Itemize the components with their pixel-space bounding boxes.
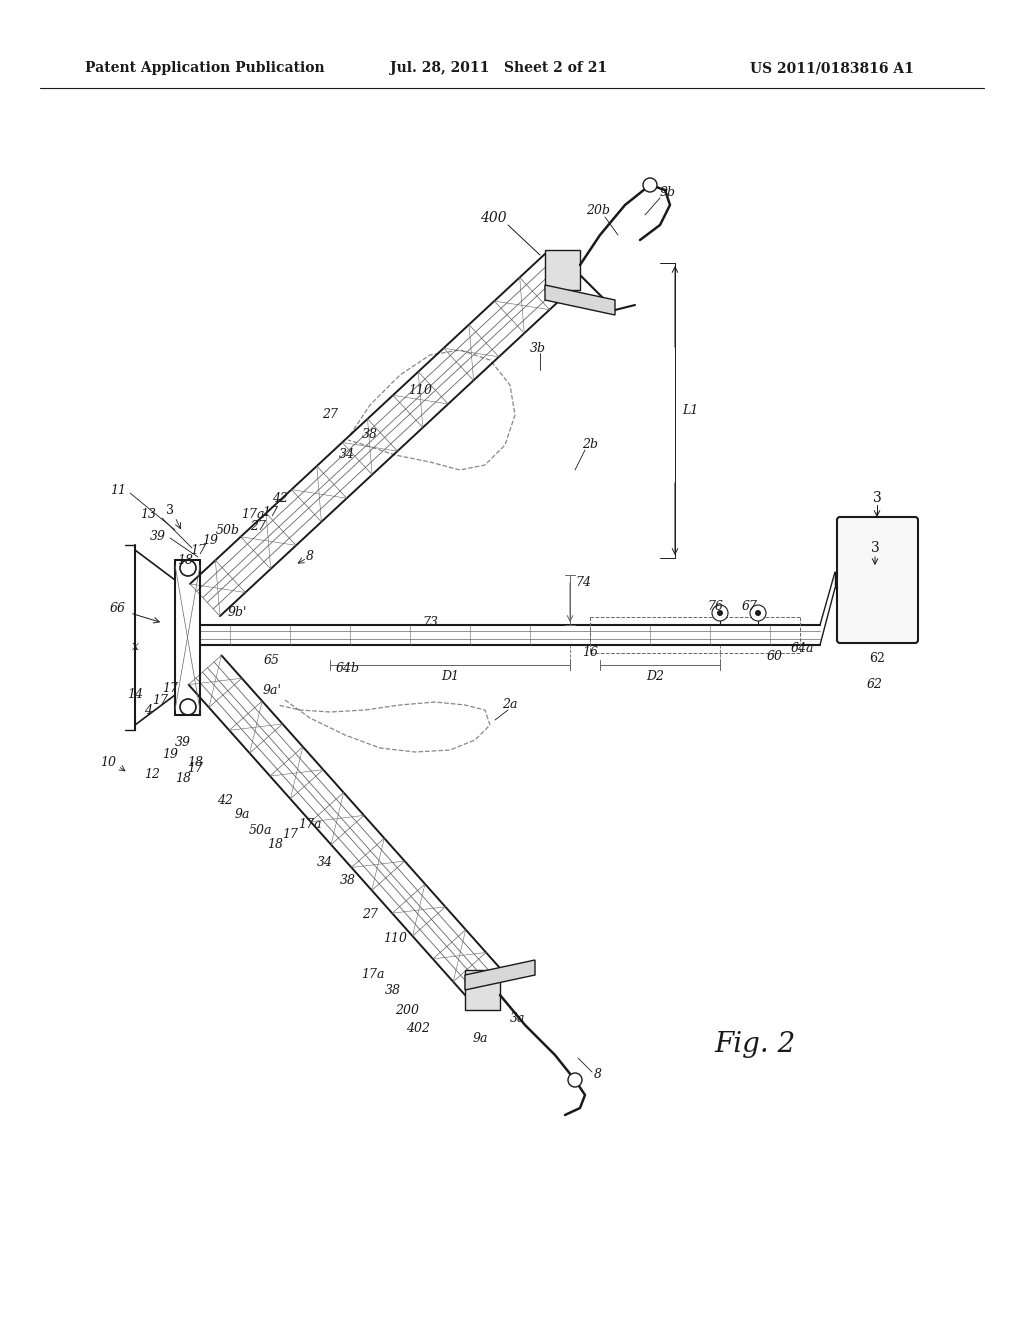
Text: 64a: 64a	[791, 642, 814, 655]
Text: 34: 34	[317, 855, 333, 869]
Text: 400: 400	[479, 211, 506, 224]
Text: Patent Application Publication: Patent Application Publication	[85, 61, 325, 75]
Text: D1: D1	[441, 671, 459, 684]
Text: 27: 27	[250, 520, 266, 533]
Text: 4: 4	[144, 704, 152, 717]
Text: 66: 66	[110, 602, 126, 615]
Text: 73: 73	[422, 616, 438, 630]
Text: Fig. 2: Fig. 2	[715, 1031, 796, 1059]
Text: 8: 8	[594, 1068, 602, 1081]
Text: 14: 14	[127, 689, 143, 701]
Text: 3a: 3a	[510, 1011, 525, 1024]
Text: 16: 16	[582, 645, 598, 659]
Circle shape	[568, 1073, 582, 1086]
Text: 200: 200	[395, 1003, 419, 1016]
Polygon shape	[465, 970, 500, 1010]
Text: 39: 39	[150, 531, 166, 544]
Text: 67: 67	[742, 601, 758, 614]
Text: 12: 12	[144, 768, 160, 781]
Text: 17: 17	[152, 693, 168, 706]
Text: 18: 18	[177, 553, 193, 566]
Text: 65: 65	[264, 653, 280, 667]
Text: L1: L1	[682, 404, 698, 417]
Text: 9a: 9a	[234, 808, 250, 821]
Text: 18: 18	[267, 838, 283, 851]
Text: 3: 3	[166, 503, 174, 516]
Text: 9b: 9b	[660, 186, 676, 199]
Text: 18: 18	[187, 755, 203, 768]
FancyBboxPatch shape	[837, 517, 918, 643]
Circle shape	[717, 610, 723, 616]
Text: 62: 62	[869, 652, 885, 664]
Text: 27: 27	[362, 908, 378, 921]
Text: 110: 110	[408, 384, 432, 396]
Text: 38: 38	[340, 874, 356, 887]
Text: 2a: 2a	[502, 698, 518, 711]
Text: 402: 402	[406, 1022, 430, 1035]
Text: 18: 18	[175, 771, 191, 784]
Text: x: x	[131, 640, 138, 653]
Text: 74: 74	[575, 577, 591, 590]
Circle shape	[712, 605, 728, 620]
Circle shape	[750, 605, 766, 620]
Circle shape	[180, 560, 196, 576]
Text: 13: 13	[140, 508, 156, 521]
Polygon shape	[545, 285, 615, 315]
Text: 76: 76	[707, 601, 723, 614]
Polygon shape	[465, 960, 535, 990]
Text: 20b: 20b	[586, 203, 610, 216]
Circle shape	[755, 610, 761, 616]
Text: US 2011/0183816 A1: US 2011/0183816 A1	[750, 61, 913, 75]
Polygon shape	[545, 249, 580, 290]
Circle shape	[180, 700, 196, 715]
Text: 3b: 3b	[530, 342, 546, 355]
Text: 34: 34	[339, 449, 355, 462]
Text: 3: 3	[870, 541, 880, 554]
Text: 10: 10	[100, 756, 116, 770]
Text: 17: 17	[190, 544, 206, 557]
Circle shape	[643, 178, 657, 191]
Text: 9b': 9b'	[227, 606, 247, 619]
Text: 110: 110	[383, 932, 407, 945]
Text: 27: 27	[322, 408, 338, 421]
Text: 42: 42	[217, 793, 233, 807]
Text: 2b: 2b	[582, 438, 598, 451]
Text: 3: 3	[872, 491, 882, 506]
Text: 62: 62	[867, 678, 883, 692]
Text: 19: 19	[202, 533, 218, 546]
Text: 17: 17	[282, 829, 298, 842]
Text: 9a: 9a	[472, 1031, 487, 1044]
Text: Jul. 28, 2011   Sheet 2 of 21: Jul. 28, 2011 Sheet 2 of 21	[390, 61, 607, 75]
Text: 17a: 17a	[242, 508, 265, 521]
Text: 17a: 17a	[298, 818, 322, 832]
Text: 9a': 9a'	[262, 684, 282, 697]
Text: 8: 8	[306, 550, 314, 564]
Text: 17: 17	[162, 681, 178, 694]
Text: 60: 60	[767, 651, 783, 664]
Text: 50a: 50a	[248, 824, 271, 837]
Text: 11: 11	[110, 483, 126, 496]
Text: 42: 42	[272, 491, 288, 504]
Text: 39: 39	[175, 735, 191, 748]
Text: 19: 19	[162, 748, 178, 762]
Text: 50b: 50b	[216, 524, 240, 536]
Text: 17: 17	[262, 507, 278, 520]
Text: 38: 38	[362, 429, 378, 441]
Text: 64b: 64b	[336, 661, 360, 675]
Text: 17: 17	[187, 763, 203, 776]
Text: 17a: 17a	[361, 969, 385, 982]
Text: D2: D2	[646, 671, 664, 684]
Text: 38: 38	[385, 983, 401, 997]
